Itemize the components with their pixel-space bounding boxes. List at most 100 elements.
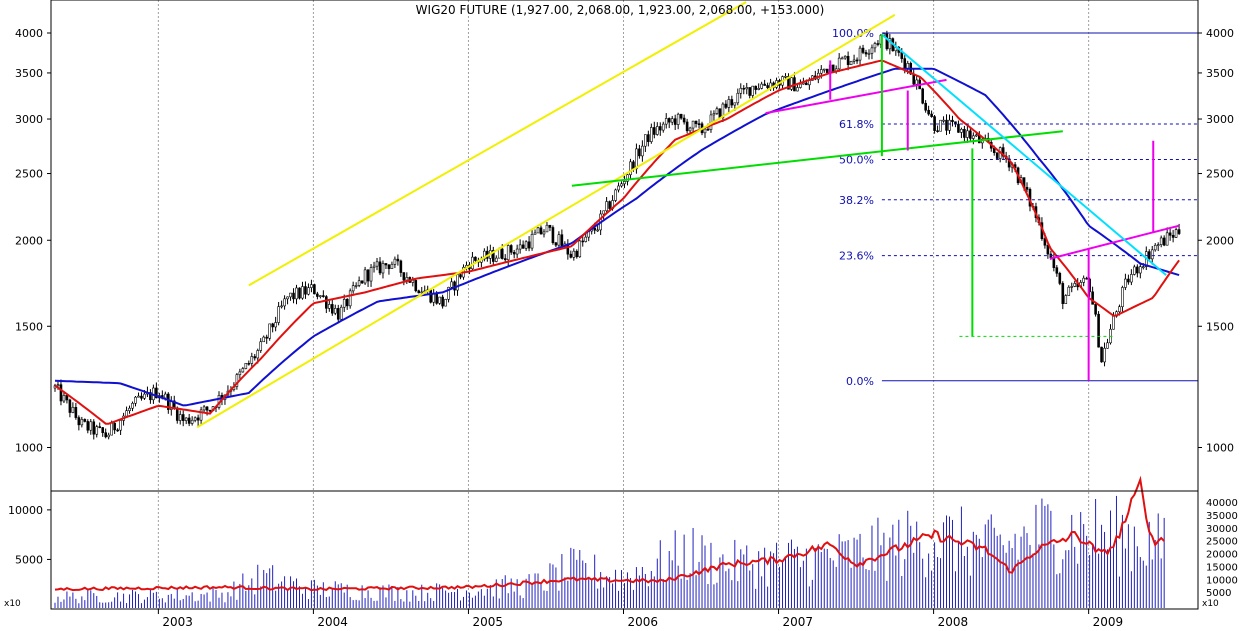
candle-body bbox=[736, 92, 740, 104]
trend-line bbox=[1049, 224, 1180, 260]
candle-body bbox=[873, 43, 877, 49]
candle-body bbox=[262, 336, 266, 343]
candle-body bbox=[578, 240, 582, 258]
candle-body bbox=[414, 279, 418, 292]
overlay-layer: 100.0% 61.8% 50.0% 38.2% 23.6% 0.0% bbox=[196, 1, 1198, 429]
trend-line bbox=[881, 33, 1167, 276]
candle-body bbox=[745, 87, 749, 90]
candle-body bbox=[366, 269, 370, 282]
candle-body bbox=[453, 281, 456, 291]
candle-body bbox=[193, 417, 197, 421]
candle-body bbox=[575, 250, 579, 258]
candle-body bbox=[530, 234, 534, 249]
candle-body bbox=[196, 417, 200, 421]
candle-body bbox=[65, 395, 69, 401]
candle-body bbox=[825, 68, 829, 73]
candle-body bbox=[345, 298, 349, 307]
candle-body bbox=[664, 118, 668, 125]
volume-tick-label: 5000 bbox=[15, 553, 43, 566]
candle-body bbox=[855, 59, 859, 62]
y-tick-label-right: 1000 bbox=[1206, 441, 1234, 454]
y-tick-label: 1500 bbox=[15, 320, 43, 333]
candle-body bbox=[235, 374, 239, 387]
candle-body bbox=[1064, 295, 1068, 304]
x-tick-label: 2008 bbox=[938, 615, 969, 629]
candle-body bbox=[694, 120, 698, 124]
candle-body bbox=[542, 231, 546, 235]
candle-body bbox=[1124, 278, 1127, 288]
x-tick-label: 2006 bbox=[628, 615, 659, 629]
candle-body bbox=[1061, 283, 1065, 304]
candle-body bbox=[164, 393, 167, 399]
candle-body bbox=[348, 290, 352, 307]
candle-body bbox=[945, 119, 948, 131]
candle-body bbox=[378, 261, 382, 274]
candle-body bbox=[1055, 267, 1059, 274]
candle-body bbox=[975, 134, 978, 137]
price-layer bbox=[53, 30, 1181, 440]
candle-body bbox=[641, 145, 644, 157]
candle-body bbox=[128, 407, 131, 411]
candle-body bbox=[876, 43, 880, 45]
candle-body bbox=[277, 306, 280, 323]
candle-body bbox=[730, 99, 734, 106]
candle-body bbox=[512, 252, 516, 255]
candle-body bbox=[661, 123, 665, 131]
candle-body bbox=[852, 59, 856, 62]
volume-average-line bbox=[54, 475, 1165, 592]
candle-body bbox=[1153, 244, 1157, 251]
candle-body bbox=[1159, 237, 1163, 245]
candle-body bbox=[149, 392, 152, 401]
candle-body bbox=[972, 135, 975, 139]
candle-body bbox=[763, 83, 766, 86]
candle-body bbox=[1067, 286, 1071, 296]
candle-body bbox=[748, 87, 752, 96]
candle-body bbox=[456, 274, 459, 291]
candle-body bbox=[751, 85, 755, 96]
candle-body bbox=[330, 304, 334, 314]
candle-body bbox=[417, 290, 421, 294]
y-tick-label: 1000 bbox=[15, 441, 43, 454]
candle-body bbox=[673, 118, 677, 125]
candle-body bbox=[62, 395, 66, 402]
candle-body bbox=[328, 304, 331, 309]
candle-body bbox=[80, 419, 84, 426]
trend-line bbox=[196, 14, 896, 429]
candle-body bbox=[942, 119, 945, 122]
candle-body bbox=[286, 296, 289, 300]
candle-body bbox=[551, 227, 555, 244]
candle-body bbox=[718, 108, 722, 118]
candle-body bbox=[903, 58, 907, 69]
candle-body bbox=[140, 395, 143, 399]
candle-body bbox=[483, 250, 486, 260]
candle-body bbox=[256, 350, 260, 359]
candle-body bbox=[181, 414, 185, 421]
candle-body bbox=[202, 406, 206, 411]
candle-body bbox=[867, 52, 871, 55]
candle-body bbox=[333, 308, 337, 314]
candle-body bbox=[447, 286, 450, 300]
candle-body bbox=[837, 57, 841, 70]
candle-body bbox=[548, 224, 552, 228]
candle-body bbox=[503, 258, 507, 261]
candle-body bbox=[715, 108, 719, 114]
candle-body bbox=[98, 426, 102, 428]
y-tick-label-right: 2500 bbox=[1206, 168, 1234, 181]
candle-body bbox=[494, 257, 498, 262]
candle-body bbox=[322, 295, 325, 297]
candle-body bbox=[1106, 342, 1109, 349]
candle-body bbox=[390, 263, 394, 269]
candle-body bbox=[682, 117, 686, 123]
candle-body bbox=[831, 64, 835, 72]
candle-body bbox=[435, 293, 438, 304]
candle-body bbox=[381, 263, 385, 274]
candle-body bbox=[963, 128, 966, 138]
candle-body bbox=[89, 421, 93, 431]
volume-tick-label-right: 25000 bbox=[1206, 537, 1238, 548]
volume-unit-left: x10 bbox=[4, 599, 21, 609]
candle-body bbox=[405, 277, 409, 281]
candle-body bbox=[283, 298, 286, 307]
candle-body bbox=[125, 410, 128, 417]
candle-body bbox=[506, 245, 510, 261]
y-tick-label-right: 3000 bbox=[1206, 113, 1234, 126]
